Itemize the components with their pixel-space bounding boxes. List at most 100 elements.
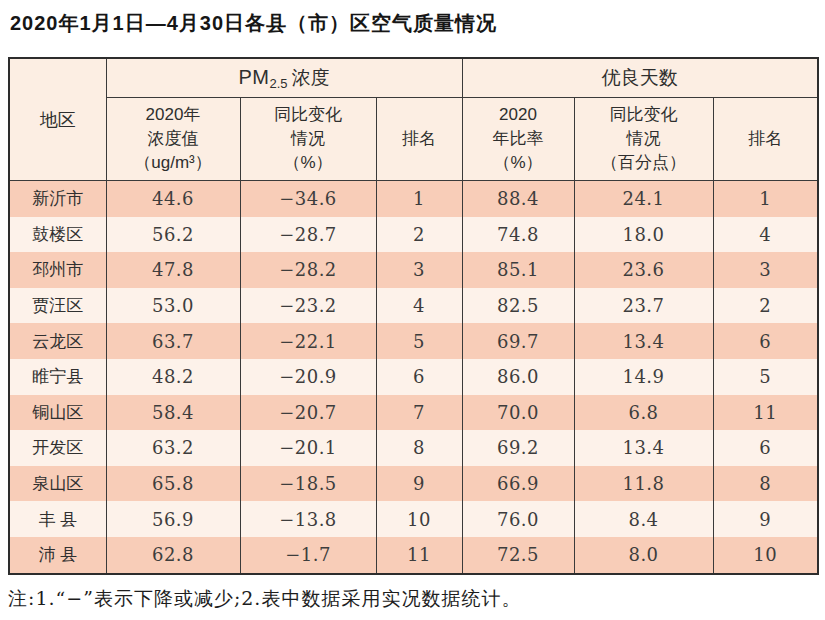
good-change-cell: 8.4	[574, 501, 713, 537]
pm25-subscript: 2.5	[269, 76, 287, 91]
pm-rank-cell: 2	[376, 217, 462, 253]
good-rate-cell: 76.0	[462, 501, 574, 537]
table-body: 新沂市 44.6 −34.6 1 88.4 24.1 1 鼓楼区 56.2 −2…	[9, 181, 818, 574]
pm-rank-cell: 5	[376, 323, 462, 359]
pm-change-cell: −22.1	[240, 323, 376, 359]
table-row: 云龙区 63.7 −22.1 5 69.7 13.4 6	[9, 323, 818, 359]
pm-change-cell: −23.2	[240, 288, 376, 324]
column-header-pm-rank: 排名	[376, 98, 462, 181]
good-rank-cell: 1	[713, 181, 818, 217]
good-rate-cell: 86.0	[462, 359, 574, 395]
pm-rank-cell: 9	[376, 466, 462, 502]
table-row: 鼓楼区 56.2 −28.7 2 74.8 18.0 4	[9, 217, 818, 253]
good-rank-cell: 10	[713, 537, 818, 574]
group-header-good-days: 优良天数	[462, 58, 818, 98]
pm-change-cell: −1.7	[240, 537, 376, 574]
good-rate-cell: 72.5	[462, 537, 574, 574]
region-cell: 睢宁县	[9, 359, 106, 395]
column-header-good-change: 同比变化 情况 （百分点）	[574, 98, 713, 181]
good-change-cell: 11.8	[574, 466, 713, 502]
pm-value-cell: 44.6	[106, 181, 240, 217]
pm-value-cell: 48.2	[106, 359, 240, 395]
good-change-cell: 8.0	[574, 537, 713, 574]
good-rank-cell: 3	[713, 252, 818, 288]
page-title: 2020年1月1日—4月30日各县（市）区空气质量情况	[10, 10, 497, 37]
pm-change-cell: −28.7	[240, 217, 376, 253]
pm-change-cell: −34.6	[240, 181, 376, 217]
page: 2020年1月1日—4月30日各县（市）区空气质量情况 地区 PM2.5浓度 优…	[0, 0, 825, 620]
pm-value-cell: 56.9	[106, 501, 240, 537]
table-row: 丰 县 56.9 −13.8 10 76.0 8.4 9	[9, 501, 818, 537]
region-cell: 鼓楼区	[9, 217, 106, 253]
pm-value-cell: 63.2	[106, 430, 240, 466]
column-header-good-rank: 排名	[713, 98, 818, 181]
pm-rank-cell: 11	[376, 537, 462, 574]
good-change-cell: 23.6	[574, 252, 713, 288]
good-rank-cell: 2	[713, 288, 818, 324]
region-cell: 新沂市	[9, 181, 106, 217]
table-row: 贾汪区 53.0 −23.2 4 82.5 23.7 2	[9, 288, 818, 324]
good-rate-cell: 74.8	[462, 217, 574, 253]
pm-value-cell: 47.8	[106, 252, 240, 288]
table-row: 沛 县 62.8 −1.7 11 72.5 8.0 10	[9, 537, 818, 574]
table-row: 新沂市 44.6 −34.6 1 88.4 24.1 1	[9, 181, 818, 217]
group-header-pm25: PM2.5 浓度	[106, 58, 462, 98]
good-rate-cell: 82.5	[462, 288, 574, 324]
table-row: 开发区 63.2 −20.1 8 69.2 13.4 6	[9, 430, 818, 466]
region-cell: 开发区	[9, 430, 106, 466]
table-row: 睢宁县 48.2 −20.9 6 86.0 14.9 5	[9, 359, 818, 395]
pm-rank-cell: 1	[376, 181, 462, 217]
region-cell: 泉山区	[9, 466, 106, 502]
good-change-cell: 23.7	[574, 288, 713, 324]
pm25-suffix: 浓度	[292, 67, 330, 88]
pm-rank-cell: 6	[376, 359, 462, 395]
region-cell: 丰 县	[9, 501, 106, 537]
good-rate-cell: 85.1	[462, 252, 574, 288]
pm-change-cell: −20.9	[240, 359, 376, 395]
good-rank-cell: 8	[713, 466, 818, 502]
good-change-cell: 24.1	[574, 181, 713, 217]
pm-rank-cell: 3	[376, 252, 462, 288]
region-cell: 云龙区	[9, 323, 106, 359]
good-rank-cell: 11	[713, 395, 818, 431]
good-change-cell: 6.8	[574, 395, 713, 431]
pm-value-cell: 62.8	[106, 537, 240, 574]
air-quality-table: 地区 PM2.5浓度 优良天数 2020年 浓度值 （ug/m³） 同比变化 情…	[8, 57, 819, 575]
column-header-pm-value: 2020年 浓度值 （ug/m³）	[106, 98, 240, 181]
good-rank-cell: 9	[713, 501, 818, 537]
good-rate-cell: 88.4	[462, 181, 574, 217]
good-change-cell: 13.4	[574, 430, 713, 466]
region-cell: 贾汪区	[9, 288, 106, 324]
pm-value-cell: 65.8	[106, 466, 240, 502]
pm-value-cell: 56.2	[106, 217, 240, 253]
pm-rank-cell: 7	[376, 395, 462, 431]
table-header: 地区 PM2.5浓度 优良天数 2020年 浓度值 （ug/m³） 同比变化 情…	[9, 58, 818, 181]
pm-change-cell: −20.7	[240, 395, 376, 431]
good-rate-cell: 66.9	[462, 466, 574, 502]
pm-rank-cell: 4	[376, 288, 462, 324]
good-rate-cell: 70.0	[462, 395, 574, 431]
region-cell: 沛 县	[9, 537, 106, 574]
column-header-good-rate: 2020 年比率 （%）	[462, 98, 574, 181]
pm-change-cell: −18.5	[240, 466, 376, 502]
region-cell: 邳州市	[9, 252, 106, 288]
pm-rank-cell: 10	[376, 501, 462, 537]
region-cell: 铜山区	[9, 395, 106, 431]
pm-value-cell: 53.0	[106, 288, 240, 324]
good-change-cell: 18.0	[574, 217, 713, 253]
good-rank-cell: 6	[713, 430, 818, 466]
good-rate-cell: 69.7	[462, 323, 574, 359]
pm-change-cell: −13.8	[240, 501, 376, 537]
pm25-prefix: PM	[238, 66, 269, 88]
pm-change-cell: −20.1	[240, 430, 376, 466]
good-change-cell: 14.9	[574, 359, 713, 395]
good-change-cell: 13.4	[574, 323, 713, 359]
column-header-pm-change: 同比变化 情况 （%）	[240, 98, 376, 181]
pm-value-cell: 63.7	[106, 323, 240, 359]
pm-rank-cell: 8	[376, 430, 462, 466]
table-row: 邳州市 47.8 −28.2 3 85.1 23.6 3	[9, 252, 818, 288]
table-row: 铜山区 58.4 −20.7 7 70.0 6.8 11	[9, 395, 818, 431]
pm-change-cell: −28.2	[240, 252, 376, 288]
table-row: 泉山区 65.8 −18.5 9 66.9 11.8 8	[9, 466, 818, 502]
good-rate-cell: 69.2	[462, 430, 574, 466]
